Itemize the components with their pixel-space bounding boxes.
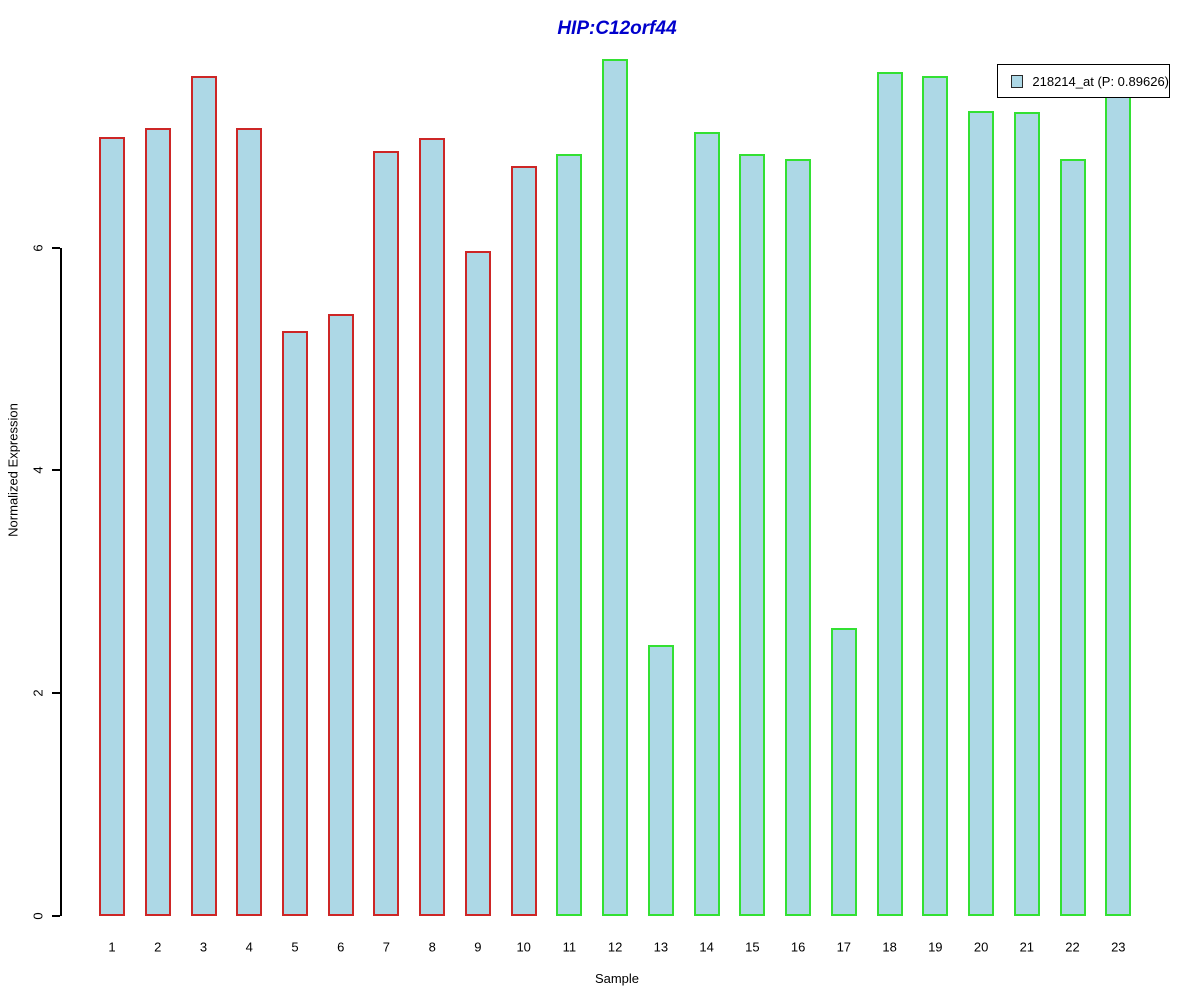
x-tick-label-18: 18 [882, 939, 897, 955]
legend-swatch-icon [1011, 74, 1024, 88]
x-tick-label-8: 8 [428, 939, 436, 955]
bar-sample-16 [785, 158, 812, 916]
bar-sample-3 [190, 76, 217, 916]
bar-sample-17 [830, 627, 857, 916]
x-tick-label-16: 16 [790, 939, 806, 955]
bar-sample-4 [236, 128, 263, 916]
x-tick-label-15: 15 [745, 939, 760, 955]
bar-sample-15 [739, 154, 766, 916]
x-tick-label-21: 21 [1019, 939, 1035, 955]
x-tick-label-19: 19 [928, 939, 943, 955]
y-tick-0 [52, 915, 60, 917]
chart-title: HIP:C12orf44 [557, 18, 677, 39]
bar-sample-10 [510, 166, 537, 916]
x-tick-label-5: 5 [291, 939, 299, 955]
bar-sample-12 [602, 59, 629, 916]
bar-sample-13 [647, 645, 674, 916]
x-tick-label-2: 2 [154, 939, 162, 955]
bar-sample-5 [282, 331, 308, 916]
x-axis-title: Sample [594, 971, 640, 986]
bar-sample-9 [464, 250, 491, 916]
legend: 218214_at (P: 0.89626) [997, 64, 1170, 98]
x-tick-label-6: 6 [337, 939, 345, 955]
bar-sample-2 [144, 128, 171, 916]
x-tick-label-12: 12 [607, 939, 623, 955]
x-tick-label-9: 9 [474, 939, 482, 955]
y-tick-label-6: 6 [30, 243, 46, 252]
y-axis-title: Normalized Expression [5, 403, 21, 537]
bar-sample-22 [1059, 158, 1086, 916]
bar-sample-21 [1013, 111, 1040, 916]
x-tick-label-3: 3 [199, 939, 208, 955]
x-tick-label-17: 17 [836, 939, 852, 955]
y-tick-label-0: 0 [30, 912, 46, 920]
x-tick-label-22: 22 [1065, 939, 1080, 955]
legend-label: 218214_at (P: 0.89626) [1032, 73, 1169, 89]
bar-sample-6 [327, 314, 354, 916]
x-tick-label-7: 7 [382, 939, 391, 955]
bar-sample-23 [1105, 69, 1132, 916]
bar-sample-1 [99, 137, 125, 916]
y-tick-6 [52, 246, 60, 249]
y-axis-line [60, 247, 62, 916]
x-tick-label-23: 23 [1111, 939, 1126, 955]
x-tick-label-20: 20 [973, 939, 989, 955]
x-tick-label-14: 14 [699, 939, 714, 955]
bar-sample-20 [968, 110, 995, 916]
x-tick-label-4: 4 [245, 939, 253, 955]
bar-sample-7 [373, 150, 400, 916]
bar-sample-19 [922, 76, 949, 916]
x-tick-label-11: 11 [562, 939, 577, 955]
x-tick-label-13: 13 [653, 939, 669, 955]
bar-sample-8 [419, 138, 446, 916]
y-tick-2 [52, 692, 60, 695]
bar-sample-11 [556, 154, 583, 916]
bar-sample-18 [876, 71, 903, 916]
y-tick-label-4: 4 [30, 466, 46, 475]
bar-sample-14 [693, 131, 720, 916]
x-tick-label-10: 10 [516, 939, 531, 955]
y-tick-label-2: 2 [30, 689, 46, 697]
y-tick-4 [52, 469, 60, 472]
x-tick-label-1: 1 [108, 939, 116, 955]
